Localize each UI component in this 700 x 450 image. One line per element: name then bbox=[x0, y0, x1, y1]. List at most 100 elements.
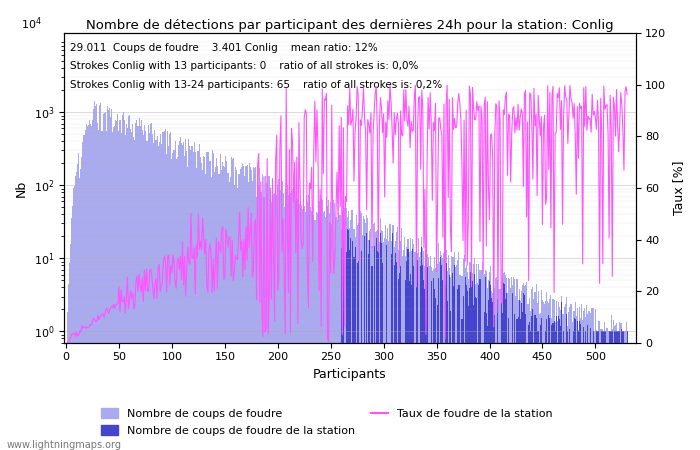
Bar bbox=[403, 251, 405, 450]
Bar bbox=[537, 331, 538, 450]
Bar bbox=[446, 263, 447, 450]
Bar bbox=[358, 261, 359, 450]
Text: $10^4$: $10^4$ bbox=[21, 15, 42, 32]
Bar bbox=[616, 323, 617, 450]
Bar bbox=[242, 164, 244, 450]
Bar bbox=[162, 132, 163, 450]
Bar bbox=[68, 284, 69, 450]
Bar bbox=[467, 291, 468, 450]
Bar bbox=[580, 324, 581, 450]
Bar bbox=[522, 285, 523, 450]
Bar bbox=[414, 252, 415, 450]
Bar bbox=[310, 207, 311, 450]
Bar bbox=[411, 285, 412, 450]
Bar bbox=[405, 280, 407, 450]
Bar bbox=[504, 284, 505, 450]
Bar bbox=[366, 233, 368, 450]
Bar bbox=[314, 220, 315, 450]
Bar bbox=[133, 137, 134, 450]
Bar bbox=[349, 228, 350, 450]
Bar bbox=[236, 170, 237, 450]
Bar bbox=[579, 321, 580, 450]
Bar bbox=[500, 290, 502, 450]
Bar bbox=[307, 202, 308, 450]
Bar bbox=[482, 275, 484, 450]
Text: www.lightningmaps.org: www.lightningmaps.org bbox=[7, 440, 122, 450]
Bar bbox=[581, 304, 582, 450]
Y-axis label: Taux [%]: Taux [%] bbox=[672, 161, 685, 215]
Bar bbox=[76, 172, 77, 450]
Bar bbox=[446, 250, 447, 450]
Bar bbox=[110, 117, 111, 450]
Y-axis label: Nb: Nb bbox=[15, 180, 28, 197]
Bar bbox=[459, 285, 461, 450]
Bar bbox=[542, 300, 543, 450]
Bar bbox=[141, 130, 143, 450]
Bar bbox=[596, 331, 597, 450]
Bar bbox=[594, 331, 595, 450]
Bar bbox=[125, 135, 126, 450]
Bar bbox=[508, 278, 509, 450]
Bar bbox=[137, 126, 139, 450]
Bar bbox=[442, 258, 443, 450]
Bar bbox=[108, 110, 109, 450]
Bar bbox=[566, 297, 567, 450]
Bar bbox=[514, 315, 515, 450]
Bar bbox=[468, 306, 469, 450]
Bar bbox=[418, 238, 419, 450]
Bar bbox=[466, 285, 467, 450]
Bar bbox=[491, 291, 492, 450]
Bar bbox=[370, 229, 372, 450]
Bar bbox=[258, 185, 259, 450]
Bar bbox=[478, 285, 480, 450]
Bar bbox=[521, 303, 522, 450]
Bar bbox=[209, 161, 211, 450]
Bar bbox=[604, 331, 606, 450]
Bar bbox=[410, 238, 411, 450]
Bar bbox=[214, 172, 215, 450]
Bar bbox=[374, 232, 376, 450]
Bar bbox=[99, 105, 100, 450]
Bar bbox=[455, 267, 456, 450]
Bar bbox=[573, 310, 574, 450]
Bar bbox=[324, 211, 325, 450]
Bar bbox=[492, 302, 493, 450]
Bar bbox=[473, 305, 474, 450]
Bar bbox=[325, 217, 326, 450]
Bar bbox=[381, 243, 382, 450]
Bar bbox=[433, 278, 434, 450]
Bar bbox=[548, 315, 550, 450]
Bar bbox=[582, 320, 583, 450]
Bar bbox=[320, 195, 321, 450]
Bar bbox=[578, 331, 579, 450]
Bar bbox=[259, 168, 260, 450]
Bar bbox=[624, 331, 626, 450]
Bar bbox=[241, 167, 242, 450]
Bar bbox=[326, 197, 327, 450]
Bar bbox=[116, 121, 118, 450]
Bar bbox=[309, 196, 310, 450]
Bar bbox=[239, 174, 240, 450]
Bar bbox=[598, 331, 599, 450]
Bar bbox=[311, 211, 312, 450]
Bar bbox=[444, 285, 446, 450]
Bar bbox=[106, 131, 107, 450]
Bar bbox=[385, 225, 386, 450]
Bar bbox=[315, 220, 316, 450]
Bar bbox=[597, 331, 598, 450]
Bar bbox=[296, 189, 297, 450]
Bar bbox=[180, 137, 181, 450]
Bar bbox=[165, 129, 166, 450]
Bar bbox=[489, 281, 490, 450]
Bar bbox=[181, 143, 182, 450]
Bar bbox=[565, 304, 566, 450]
Bar bbox=[450, 310, 451, 450]
Bar bbox=[312, 211, 313, 450]
Bar bbox=[540, 325, 541, 450]
Bar bbox=[558, 316, 559, 450]
Bar bbox=[393, 265, 395, 450]
Bar bbox=[487, 288, 488, 450]
Bar bbox=[593, 308, 594, 450]
Bar bbox=[231, 157, 232, 450]
Bar bbox=[347, 217, 348, 450]
